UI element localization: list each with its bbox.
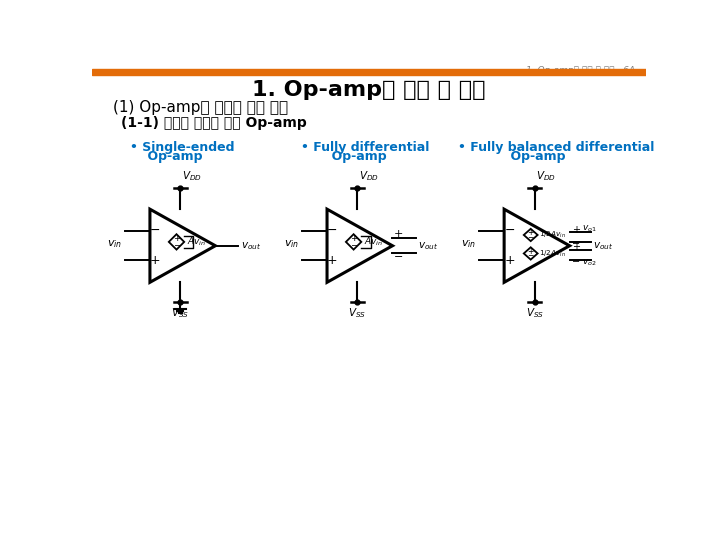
- Text: (1-1) 입출력 형태에 따른 Op-amp: (1-1) 입출력 형태에 따른 Op-amp: [121, 116, 307, 130]
- Text: +: +: [528, 247, 534, 255]
- Text: $v_{out}$: $v_{out}$: [240, 240, 261, 252]
- Text: −: −: [394, 252, 403, 262]
- Text: • Single-ended: • Single-ended: [130, 141, 235, 154]
- Text: +: +: [504, 254, 515, 267]
- Text: $v_{in}$: $v_{in}$: [284, 238, 300, 250]
- Text: (1) Op-amp의 구조에 따른 분류: (1) Op-amp의 구조에 따른 분류: [113, 100, 289, 116]
- Text: +: +: [528, 228, 534, 237]
- Text: +: +: [173, 234, 180, 244]
- Text: −: −: [572, 257, 580, 267]
- Text: $Av_{in}$: $Av_{in}$: [186, 235, 206, 248]
- Text: +: +: [350, 234, 357, 244]
- Text: +: +: [150, 254, 161, 267]
- Text: −: −: [150, 224, 161, 237]
- Text: $V_{SS}$: $V_{SS}$: [171, 306, 189, 320]
- Text: $v_{out}$: $v_{out}$: [418, 240, 438, 252]
- Text: +: +: [327, 254, 338, 267]
- Text: −: −: [350, 240, 357, 249]
- Text: $V_{SS}$: $V_{SS}$: [348, 306, 366, 320]
- Text: 1. Op-amp의 구조 및 특성: 1. Op-amp의 구조 및 특성: [252, 80, 486, 100]
- Text: −: −: [504, 224, 515, 237]
- Text: • Fully balanced differential: • Fully balanced differential: [459, 141, 654, 154]
- Text: $V_{DD}$: $V_{DD}$: [536, 169, 556, 183]
- Text: +: +: [572, 242, 580, 252]
- Text: Op-amp: Op-amp: [459, 150, 566, 163]
- Text: $V_{DD}$: $V_{DD}$: [182, 169, 202, 183]
- Text: −: −: [528, 233, 534, 242]
- Text: $1/2Av_{in}$: $1/2Av_{in}$: [539, 230, 566, 240]
- Text: $v_{out}$: $v_{out}$: [593, 240, 613, 252]
- Text: $1/2Av_{in}$: $1/2Av_{in}$: [539, 248, 566, 259]
- Text: $V_{DD}$: $V_{DD}$: [359, 169, 379, 183]
- Text: −: −: [572, 239, 580, 249]
- Text: Op-amp: Op-amp: [301, 150, 387, 163]
- Bar: [92, 70, 647, 75]
- Text: +: +: [394, 229, 403, 239]
- Text: $Av_{in}$: $Av_{in}$: [364, 235, 383, 248]
- Text: −: −: [173, 240, 180, 249]
- Text: $v_{in}$: $v_{in}$: [107, 238, 122, 250]
- Text: −: −: [528, 251, 534, 260]
- Text: $v_{in}$: $v_{in}$: [461, 238, 477, 250]
- Text: $V_{SS}$: $V_{SS}$: [526, 306, 544, 320]
- Text: −: −: [327, 224, 338, 237]
- Text: Op-amp: Op-amp: [130, 150, 203, 163]
- Text: $v_{o2}$: $v_{o2}$: [582, 258, 596, 268]
- Text: $v_{o1}$: $v_{o1}$: [582, 224, 597, 234]
- Text: • Fully differential: • Fully differential: [301, 141, 430, 154]
- Text: +: +: [572, 225, 580, 234]
- Text: 1. Op-amp의 구조 및 특성   6A: 1. Op-amp의 구조 및 특성 6A: [526, 66, 634, 75]
